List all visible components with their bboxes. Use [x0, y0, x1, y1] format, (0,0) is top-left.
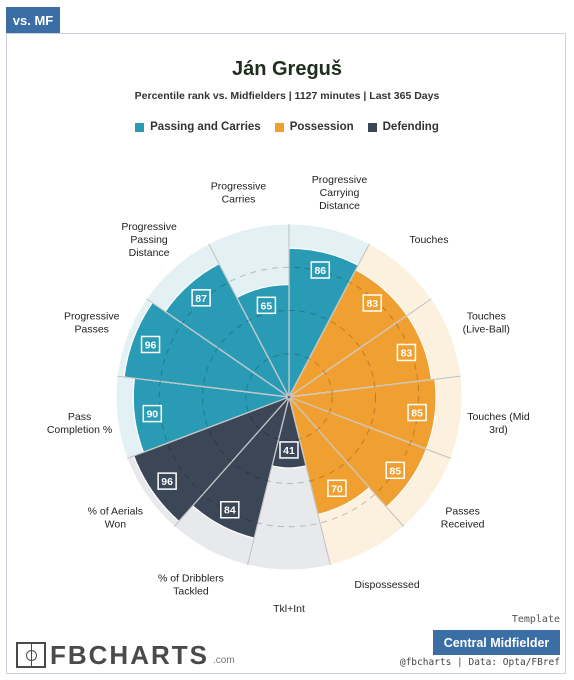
category-label-of-aerials-won: % of Aerials Won [88, 505, 143, 530]
spoke-8 [247, 396, 290, 566]
category-label-progressive-passes: Progressive Passes [64, 311, 120, 336]
value-text-progressive-passes: 96 [145, 339, 157, 351]
value-text-passes-received: 85 [389, 465, 401, 477]
legend-item-defending: Defending [367, 121, 439, 133]
category-label-tkl-int: Tkl+Int [273, 603, 305, 615]
spoke-4 [288, 375, 461, 398]
bar-progressive-carrying-distance [288, 247, 359, 398]
legend-label-defending: Defending [382, 121, 439, 133]
spoke-7 [288, 396, 331, 566]
spoke-13 [208, 243, 290, 398]
spoke-6 [288, 396, 405, 527]
value-text-pass-completion: 90 [146, 409, 158, 421]
legend-swatch-passing [135, 122, 145, 132]
category-label-dispossessed: Dispossessed [354, 579, 420, 591]
category-label-touches-live-ball: Touches (Live-Ball) [463, 311, 510, 336]
legend-item-possession: Possession [274, 121, 354, 133]
category-label-progressive-carrying-distance: Progressive Carrying Distance [312, 174, 368, 212]
value-label-pass-completion: 90 [142, 404, 163, 423]
value-box-touches-mid-3rd [407, 403, 427, 422]
role-badge[interactable]: Central Midfielder [433, 630, 560, 655]
player-name: Ján Greguš [231, 58, 343, 80]
value-box-pass-completion [142, 404, 163, 423]
category-label-touches: Touches [409, 234, 448, 246]
legend-label-possession: Possession [289, 121, 354, 133]
value-box-of-dribblers-tackled [220, 500, 240, 519]
value-label-of-dribblers-tackled: 84 [220, 500, 240, 519]
spoke-10 [127, 396, 290, 459]
value-label-progressive-carrying-distance: 86 [310, 261, 331, 279]
legend-swatch-possession [274, 122, 284, 132]
value-text-touches-live-ball: 83 [401, 347, 413, 359]
template-label: Template [511, 614, 560, 625]
legend-label-passing: Passing and Carries [150, 121, 261, 133]
value-text-of-aerials-won: 96 [161, 476, 173, 488]
category-label-passes-received: Passes Received [441, 505, 485, 530]
value-text-dispossessed: 70 [331, 483, 343, 495]
value-box-of-aerials-won [157, 472, 177, 490]
bar-passes-received [288, 396, 428, 508]
grid-ring-1 [245, 353, 333, 441]
value-text-progressive-carrying-distance: 86 [314, 265, 326, 277]
grid-ring-2 [202, 310, 376, 484]
spoke-2 [288, 243, 370, 398]
value-text-touches-mid-3rd: 85 [411, 408, 423, 420]
spoke-5 [288, 396, 451, 459]
value-label-progressive-carries: 65 [256, 296, 277, 315]
value-box-progressive-carrying-distance [310, 261, 331, 279]
value-text-progressive-carries: 65 [261, 300, 273, 312]
spoke-11 [117, 375, 290, 398]
category-label-of-dribblers-tackled: % of Dribblers Tackled [158, 572, 224, 597]
value-label-progressive-passing-distance: 87 [191, 289, 211, 307]
bar-dispossessed [288, 396, 371, 516]
spoke-12 [146, 298, 290, 398]
category-label-progressive-passing-distance: Progressive Passing Distance [121, 221, 177, 259]
value-label-dispossessed: 70 [327, 479, 347, 498]
bar-of-aerials-won [132, 396, 290, 523]
vs-mf-tab[interactable]: vs. MF [6, 7, 60, 33]
value-label-passes-received: 85 [385, 461, 405, 480]
spoke-3 [288, 298, 432, 398]
category-label-progressive-carries: Progressive Carries [211, 181, 267, 206]
value-box-dispossessed [327, 479, 347, 498]
spoke-9 [173, 396, 290, 527]
bar-progressive-passes [123, 301, 290, 398]
value-box-touches-live-ball [396, 343, 417, 362]
value-label-progressive-passes: 96 [140, 335, 161, 354]
value-box-touches [362, 294, 383, 312]
value-text-progressive-passing-distance: 87 [195, 293, 207, 305]
value-box-tkl-int [279, 441, 299, 459]
credit-text: @fbcharts | Data: Opta/FBref [399, 657, 560, 668]
value-label-touches: 83 [362, 294, 383, 312]
value-text-of-dribblers-tackled: 84 [224, 505, 236, 517]
value-box-passes-received [385, 461, 405, 480]
legend: Passing and Carries Possession Defending [0, 121, 574, 133]
grid-ring-3 [158, 266, 420, 528]
value-label-touches-live-ball: 83 [396, 343, 417, 362]
value-box-progressive-carries [256, 296, 277, 315]
logo-text: FBCHARTS [50, 640, 209, 670]
fbcharts-logo: FBCHARTS .com [16, 638, 235, 668]
value-label-tkl-int: 41 [279, 441, 299, 459]
pitch-logo-icon [16, 642, 46, 668]
value-label-touches-mid-3rd: 85 [407, 403, 427, 422]
value-text-touches: 83 [366, 298, 378, 310]
chart-subtitle: Percentile rank vs. Midfielders | 1127 m… [134, 90, 440, 102]
category-label-touches-mid-3rd: Touches (Mid 3rd) [467, 411, 530, 436]
value-box-progressive-passing-distance [191, 289, 211, 307]
value-label-of-aerials-won: 96 [157, 472, 177, 490]
legend-swatch-defending [367, 122, 377, 132]
value-text-tkl-int: 41 [283, 445, 295, 457]
category-label-pass-completion: Pass Completion % [47, 411, 112, 436]
logo-domain: .com [213, 655, 235, 666]
legend-item-passing: Passing and Carries [135, 121, 261, 133]
value-box-progressive-passes [140, 335, 161, 354]
